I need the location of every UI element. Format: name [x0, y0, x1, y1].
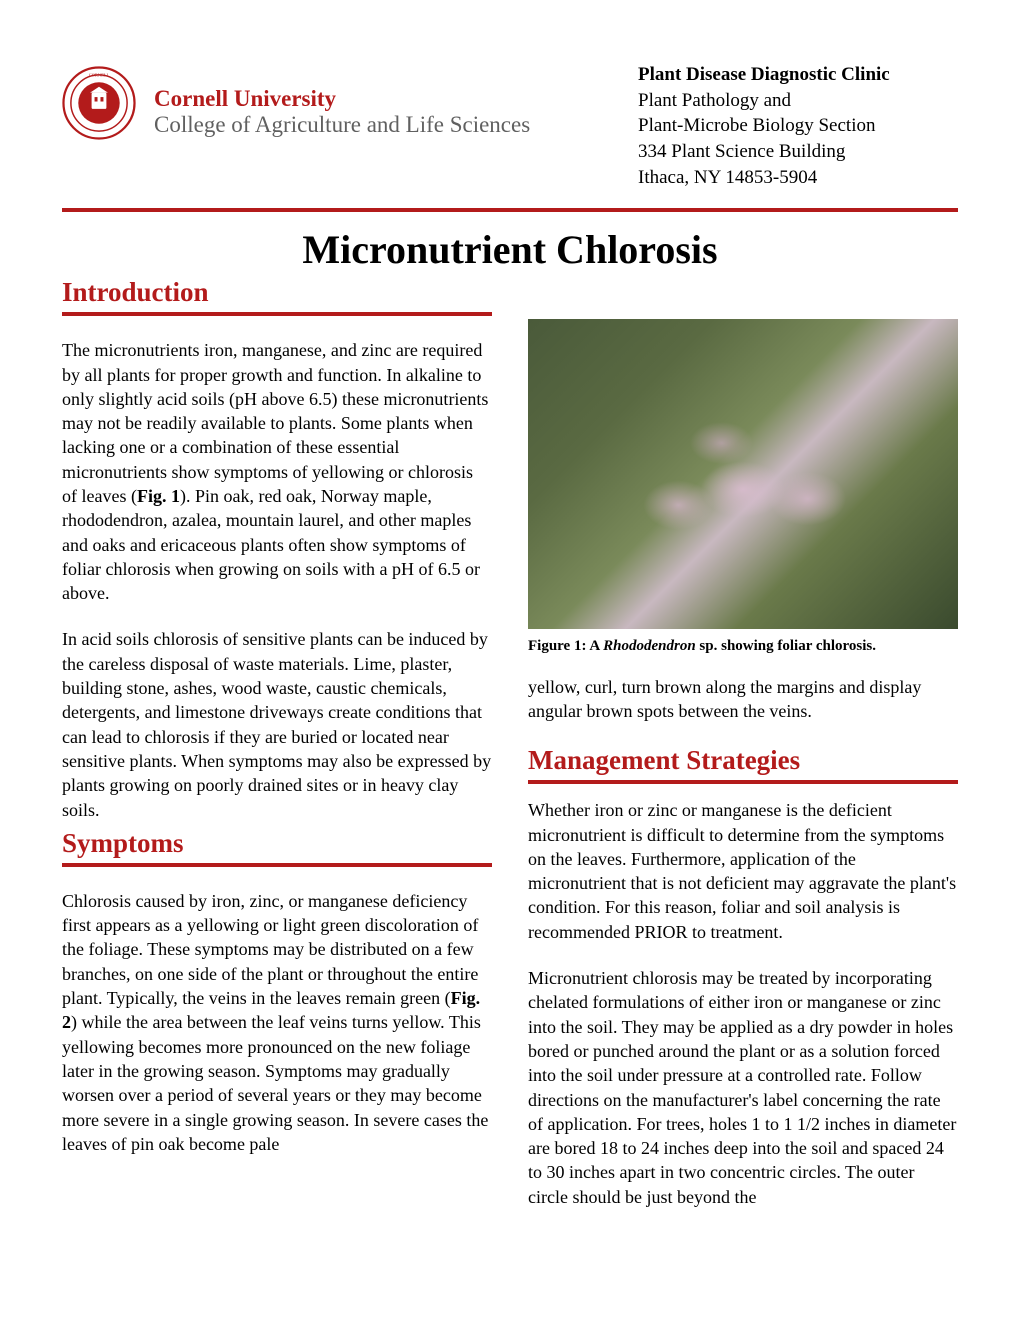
clinic-title: Plant Disease Diagnostic Clinic: [638, 62, 958, 88]
section-rule: [62, 863, 492, 867]
header-rule: [62, 208, 958, 212]
intro-paragraph-1: The micronutrients iron, manganese, and …: [62, 338, 492, 605]
section-heading-management: Management Strategies: [528, 745, 958, 776]
body-text: The micronutrients iron, manganese, and …: [62, 340, 488, 506]
clinic-address-block: Plant Disease Diagnostic Clinic Plant Pa…: [638, 58, 958, 190]
university-name: Cornell University: [154, 86, 620, 112]
svg-text:CORNELL: CORNELL: [89, 72, 110, 77]
figure-species: Rhododendron: [603, 638, 696, 654]
mgmt-paragraph-1: Whether iron or zinc or manganese is the…: [528, 798, 958, 944]
figure-label: Figure 1: A: [528, 638, 603, 654]
figure-caption-text: sp. showing foliar chlorosis.: [696, 638, 876, 654]
mgmt-paragraph-2: Micronutrient chlorosis may be treated b…: [528, 966, 958, 1209]
figure-image: [528, 319, 958, 629]
clinic-line: Plant Pathology and: [638, 88, 958, 114]
body-text: Chlorosis caused by iron, zinc, or manga…: [62, 891, 478, 1008]
intro-paragraph-2: In acid soils chlorosis of sensitive pla…: [62, 627, 492, 821]
college-name: College of Agriculture and Life Sciences: [154, 112, 620, 138]
clinic-line: Ithaca, NY 14853-5904: [638, 165, 958, 191]
body-text: ) while the area between the leaf veins …: [62, 1012, 488, 1153]
letterhead: CORNELL Cornell University College of Ag…: [62, 58, 958, 190]
figure-reference: Fig. 1: [137, 486, 180, 506]
right-column: Figure 1: A Rhododendron sp. showing fol…: [528, 283, 958, 1209]
figure-1: Figure 1: A Rhododendron sp. showing fol…: [528, 319, 958, 657]
section-rule: [62, 312, 492, 316]
continuation-paragraph: yellow, curl, turn brown along the margi…: [528, 675, 958, 724]
clinic-line: 334 Plant Science Building: [638, 139, 958, 165]
clinic-line: Plant-Microbe Biology Section: [638, 113, 958, 139]
content-columns: Introduction The micronutrients iron, ma…: [62, 283, 958, 1209]
symptoms-paragraph-1: Chlorosis caused by iron, zinc, or manga…: [62, 889, 492, 1156]
figure-caption: Figure 1: A Rhododendron sp. showing fol…: [528, 637, 958, 657]
cornell-seal-icon: CORNELL: [62, 66, 136, 140]
page-title: Micronutrient Chlorosis: [62, 226, 958, 273]
section-heading-symptoms: Symptoms: [62, 828, 492, 859]
left-column: Introduction The micronutrients iron, ma…: [62, 283, 492, 1209]
university-name-block: Cornell University College of Agricultur…: [154, 58, 620, 138]
section-heading-introduction: Introduction: [62, 277, 492, 308]
section-rule: [528, 780, 958, 784]
